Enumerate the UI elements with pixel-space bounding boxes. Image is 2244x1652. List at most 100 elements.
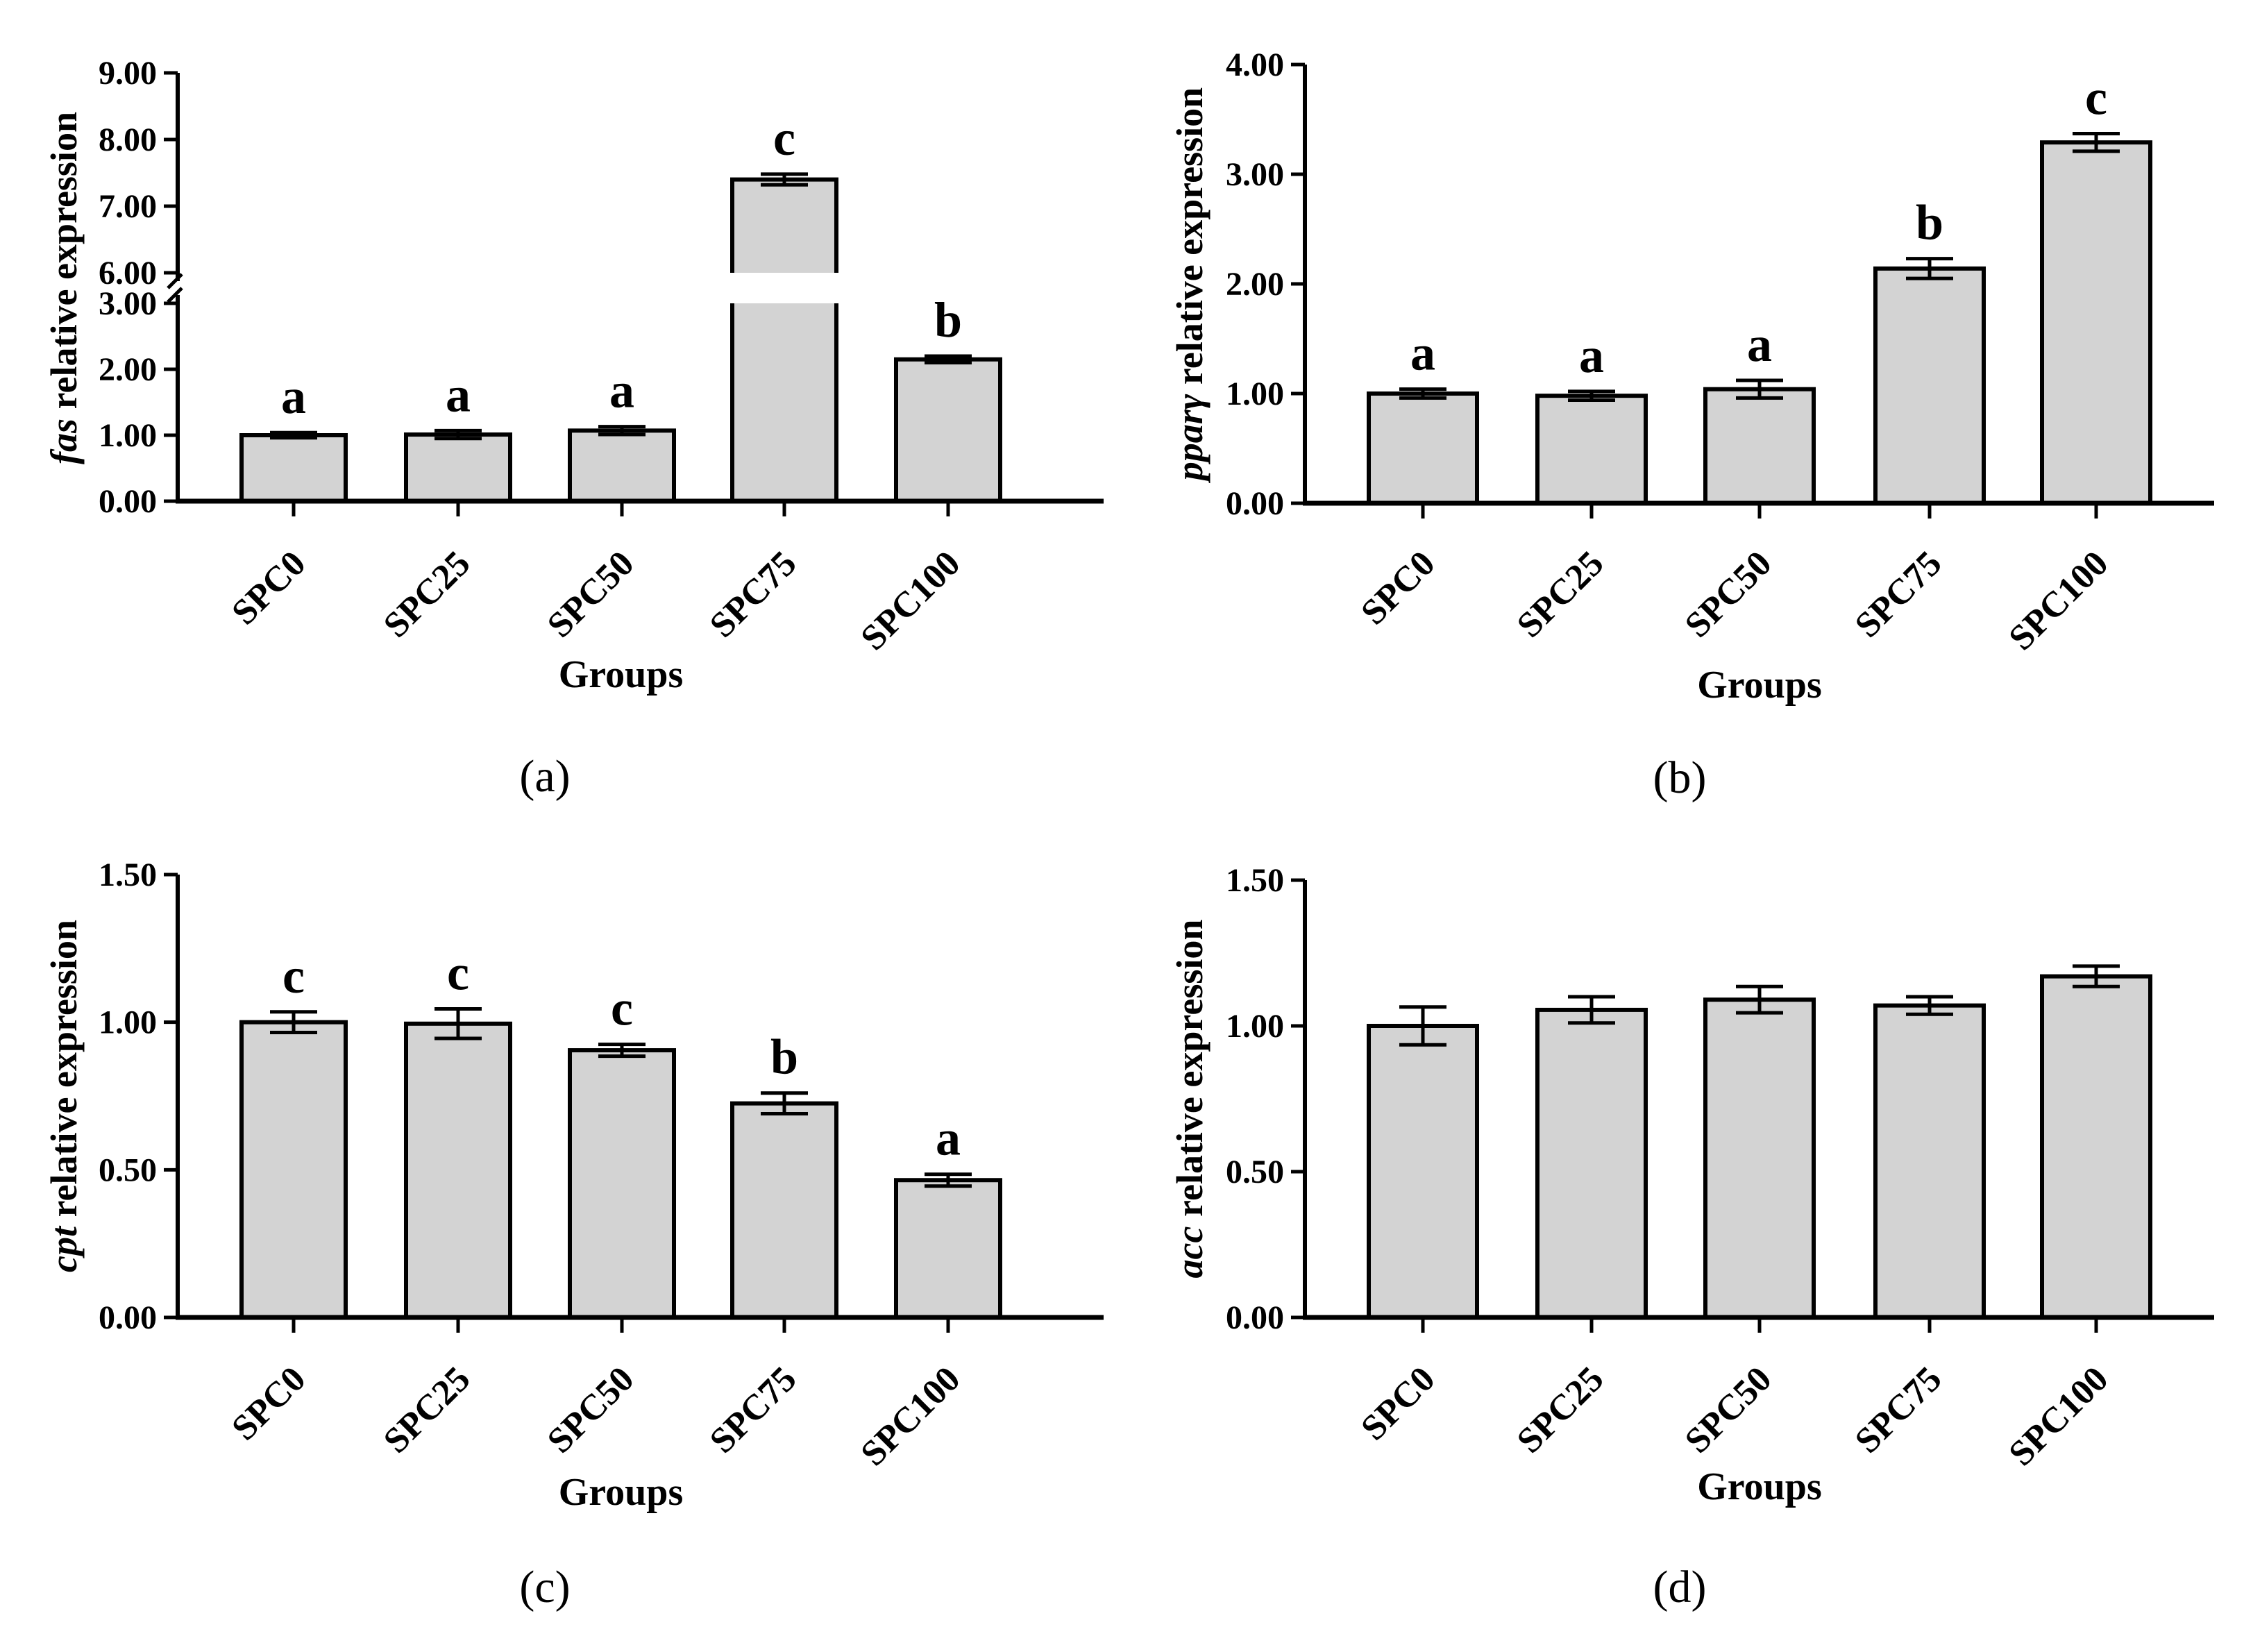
significance-letter: b	[770, 1029, 798, 1085]
y-tick-label: 3.00	[99, 285, 157, 322]
x-axis-title: Groups	[1697, 1465, 1821, 1508]
significance-letter: c	[447, 945, 469, 1001]
bar-spc50	[568, 428, 676, 503]
bar-spc100	[894, 357, 1002, 503]
y-tick-label: 0.50	[1226, 1154, 1284, 1190]
x-tick-label: SPC25	[376, 1359, 478, 1461]
y-tick-label: 7.00	[99, 188, 157, 225]
y-axis-title: cpt relative expression	[43, 920, 85, 1272]
x-tick-label: SPC0	[224, 1359, 313, 1448]
x-tick-label: SPC50	[1678, 1359, 1780, 1461]
y-tick-label: 4.00	[1226, 47, 1284, 83]
x-tick-label: SPC100	[2002, 543, 2116, 658]
bar-spc75	[730, 1101, 838, 1320]
significance-letter: a	[1410, 326, 1435, 381]
x-axis-title: Groups	[559, 1471, 683, 1514]
significance-letter: c	[282, 948, 305, 1004]
y-tick-label: 0.00	[1226, 485, 1284, 522]
significance-letter: c	[773, 110, 795, 166]
x-tick-label: SPC75	[1848, 543, 1950, 646]
axis-break-gap	[728, 273, 841, 303]
bar-spc100	[2040, 974, 2152, 1320]
bar-spc25	[1535, 1007, 1648, 1320]
bar-spc100	[894, 1178, 1002, 1320]
significance-letter: a	[1747, 317, 1772, 372]
x-tick-label: SPC100	[854, 1359, 968, 1474]
y-tick-label: 6.00	[99, 255, 157, 292]
y-tick-label: 1.50	[99, 857, 157, 893]
x-tick-label: SPC100	[2002, 1359, 2116, 1474]
x-tick-label: SPC0	[1353, 543, 1442, 632]
y-axis-title-gene: fas	[43, 419, 85, 464]
bar-spc75	[1873, 1003, 1986, 1320]
bar-spc25	[404, 1021, 512, 1320]
axis-break-mark	[167, 287, 183, 303]
y-tick-label: 0.00	[1226, 1299, 1284, 1336]
y-tick-label: 0.00	[99, 1299, 157, 1336]
significance-letter: b	[1916, 195, 1943, 251]
y-tick-label: 2.00	[1226, 266, 1284, 303]
significance-letter: a	[281, 369, 306, 424]
x-tick-label: SPC0	[224, 543, 313, 632]
bar-spc75	[730, 177, 838, 503]
chart-panel-c: 0.00 0.50 1.00 1.50 c c c b a SPC0 SPC25 SPC50 SPC75…	[43, 857, 1104, 1612]
significance-letter: a	[609, 363, 634, 419]
x-tick-label: SPC25	[376, 543, 478, 646]
significance-letter: a	[936, 1111, 961, 1166]
significance-letter: a	[1579, 328, 1604, 383]
significance-letter: c	[2085, 70, 2107, 126]
y-tick-label: 1.50	[1226, 862, 1284, 899]
bar-spc0	[239, 1020, 348, 1320]
bar-spc0	[1367, 391, 1479, 505]
y-tick-label: 8.00	[99, 121, 157, 158]
bar-spc25	[1535, 394, 1648, 505]
x-tick-label: SPC75	[702, 1359, 804, 1461]
y-axis-title: fas relative expression	[43, 112, 85, 464]
chart-panel-b: 0.00 1.00 2.00 3.00 4.00 a a a b c SPC0 SPC25 SPC50 S…	[1169, 47, 2214, 803]
y-tick-label: 1.00	[99, 417, 157, 454]
y-tick-label: 1.00	[1226, 1008, 1284, 1045]
bar-spc0	[239, 433, 348, 503]
x-tick-label: SPC100	[854, 543, 968, 658]
y-axis-title-suffix: relative expression	[43, 920, 85, 1227]
panel-label: (a)	[519, 751, 570, 802]
bar-spc25	[404, 432, 512, 503]
y-axis-title-suffix: relative expression	[43, 112, 85, 419]
x-axis-title: Groups	[1697, 664, 1821, 707]
x-tick-label: SPC50	[1678, 543, 1780, 646]
y-tick-label: 1.00	[99, 1004, 157, 1041]
panel-label: (d)	[1653, 1562, 1707, 1612]
y-tick-label: 0.00	[99, 483, 157, 520]
significance-letter: c	[611, 981, 633, 1036]
y-axis-title-gene: acc	[1169, 1226, 1210, 1278]
y-axis-title: pparγ relative expression	[1169, 87, 1210, 483]
bar-spc0	[1367, 1024, 1479, 1320]
y-tick-label: 2.00	[99, 351, 157, 388]
x-tick-label: SPC0	[1353, 1359, 1442, 1448]
x-tick-label: SPC25	[1510, 1359, 1612, 1461]
panel-label: (b)	[1653, 752, 1707, 803]
bar-spc50	[568, 1048, 676, 1320]
bar-spc100	[2040, 140, 2152, 505]
x-tick-label: SPC75	[1848, 1359, 1950, 1461]
bar-spc50	[1703, 387, 1816, 505]
x-axis-title: Groups	[559, 653, 683, 696]
y-axis-title-suffix: relative expression	[1169, 87, 1210, 394]
axis-break-mark	[167, 273, 183, 289]
y-tick-label: 0.50	[99, 1152, 157, 1188]
y-axis-title-gene: cpt	[43, 1225, 85, 1272]
chart-panel-d: 0.00 0.50 1.00 1.50 SPC0 SPC25 SPC50 SPC75 SPC10…	[1169, 862, 2214, 1612]
y-tick-label: 1.00	[1226, 376, 1284, 412]
x-tick-label: SPC50	[540, 1359, 642, 1461]
panel-label: (c)	[519, 1562, 570, 1612]
y-axis-title: acc relative expression	[1169, 920, 1210, 1279]
y-axis-title-gene: pparγ	[1169, 394, 1210, 483]
bar-spc50	[1703, 997, 1816, 1320]
y-tick-label: 3.00	[1226, 156, 1284, 193]
y-axis-title-suffix: relative expression	[1169, 920, 1210, 1227]
significance-letter: b	[934, 292, 962, 348]
bar-spc75	[1873, 266, 1986, 505]
x-tick-label: SPC75	[702, 543, 804, 646]
